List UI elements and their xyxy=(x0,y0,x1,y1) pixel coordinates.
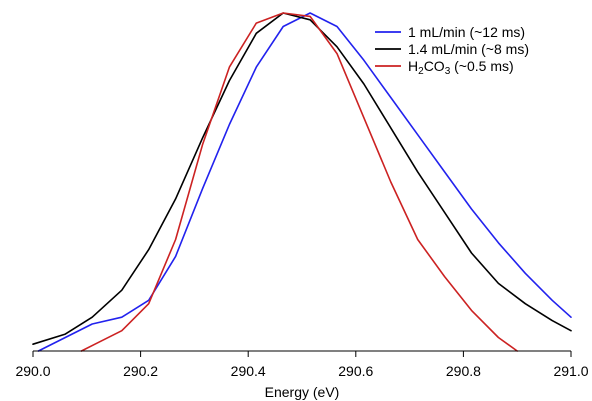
x-tick-label: 291.0 xyxy=(553,363,588,379)
legend-text-part: CO xyxy=(424,58,445,74)
x-tick-label: 290.6 xyxy=(338,363,373,379)
series-line-2 xyxy=(32,12,572,346)
x-axis-label: Energy (eV) xyxy=(265,384,340,400)
x-tick-label: 290.0 xyxy=(15,363,50,379)
legend-label-3: H2CO3 (~0.5 ms) xyxy=(408,58,514,77)
series-line-3 xyxy=(80,12,519,352)
legend-text-part: 1 mL/min (~12 ms) xyxy=(408,24,525,40)
legend-subscript: 3 xyxy=(445,66,451,77)
plot-area xyxy=(32,12,572,352)
legend-text-part: (~0.5 ms) xyxy=(450,58,513,74)
legend-label-2: 1.4 mL/min (~8 ms) xyxy=(408,41,529,57)
legend: 1 mL/min (~12 ms)1.4 mL/min (~8 ms)H2CO3… xyxy=(375,24,529,77)
legend-text-part: H xyxy=(408,58,418,74)
series-line-1 xyxy=(37,12,572,352)
x-tick-label: 290.4 xyxy=(231,363,266,379)
legend-label-1: 1 mL/min (~12 ms) xyxy=(408,24,525,40)
x-tick-label: 290.8 xyxy=(446,363,481,379)
legend-text-part: 1.4 mL/min (~8 ms) xyxy=(408,41,529,57)
x-tick-label: 290.2 xyxy=(123,363,158,379)
legend-subscript: 2 xyxy=(418,66,424,77)
x-axis-ticks: 290.0 290.2 290.4 290.6 290.8 291.0 xyxy=(15,351,589,379)
